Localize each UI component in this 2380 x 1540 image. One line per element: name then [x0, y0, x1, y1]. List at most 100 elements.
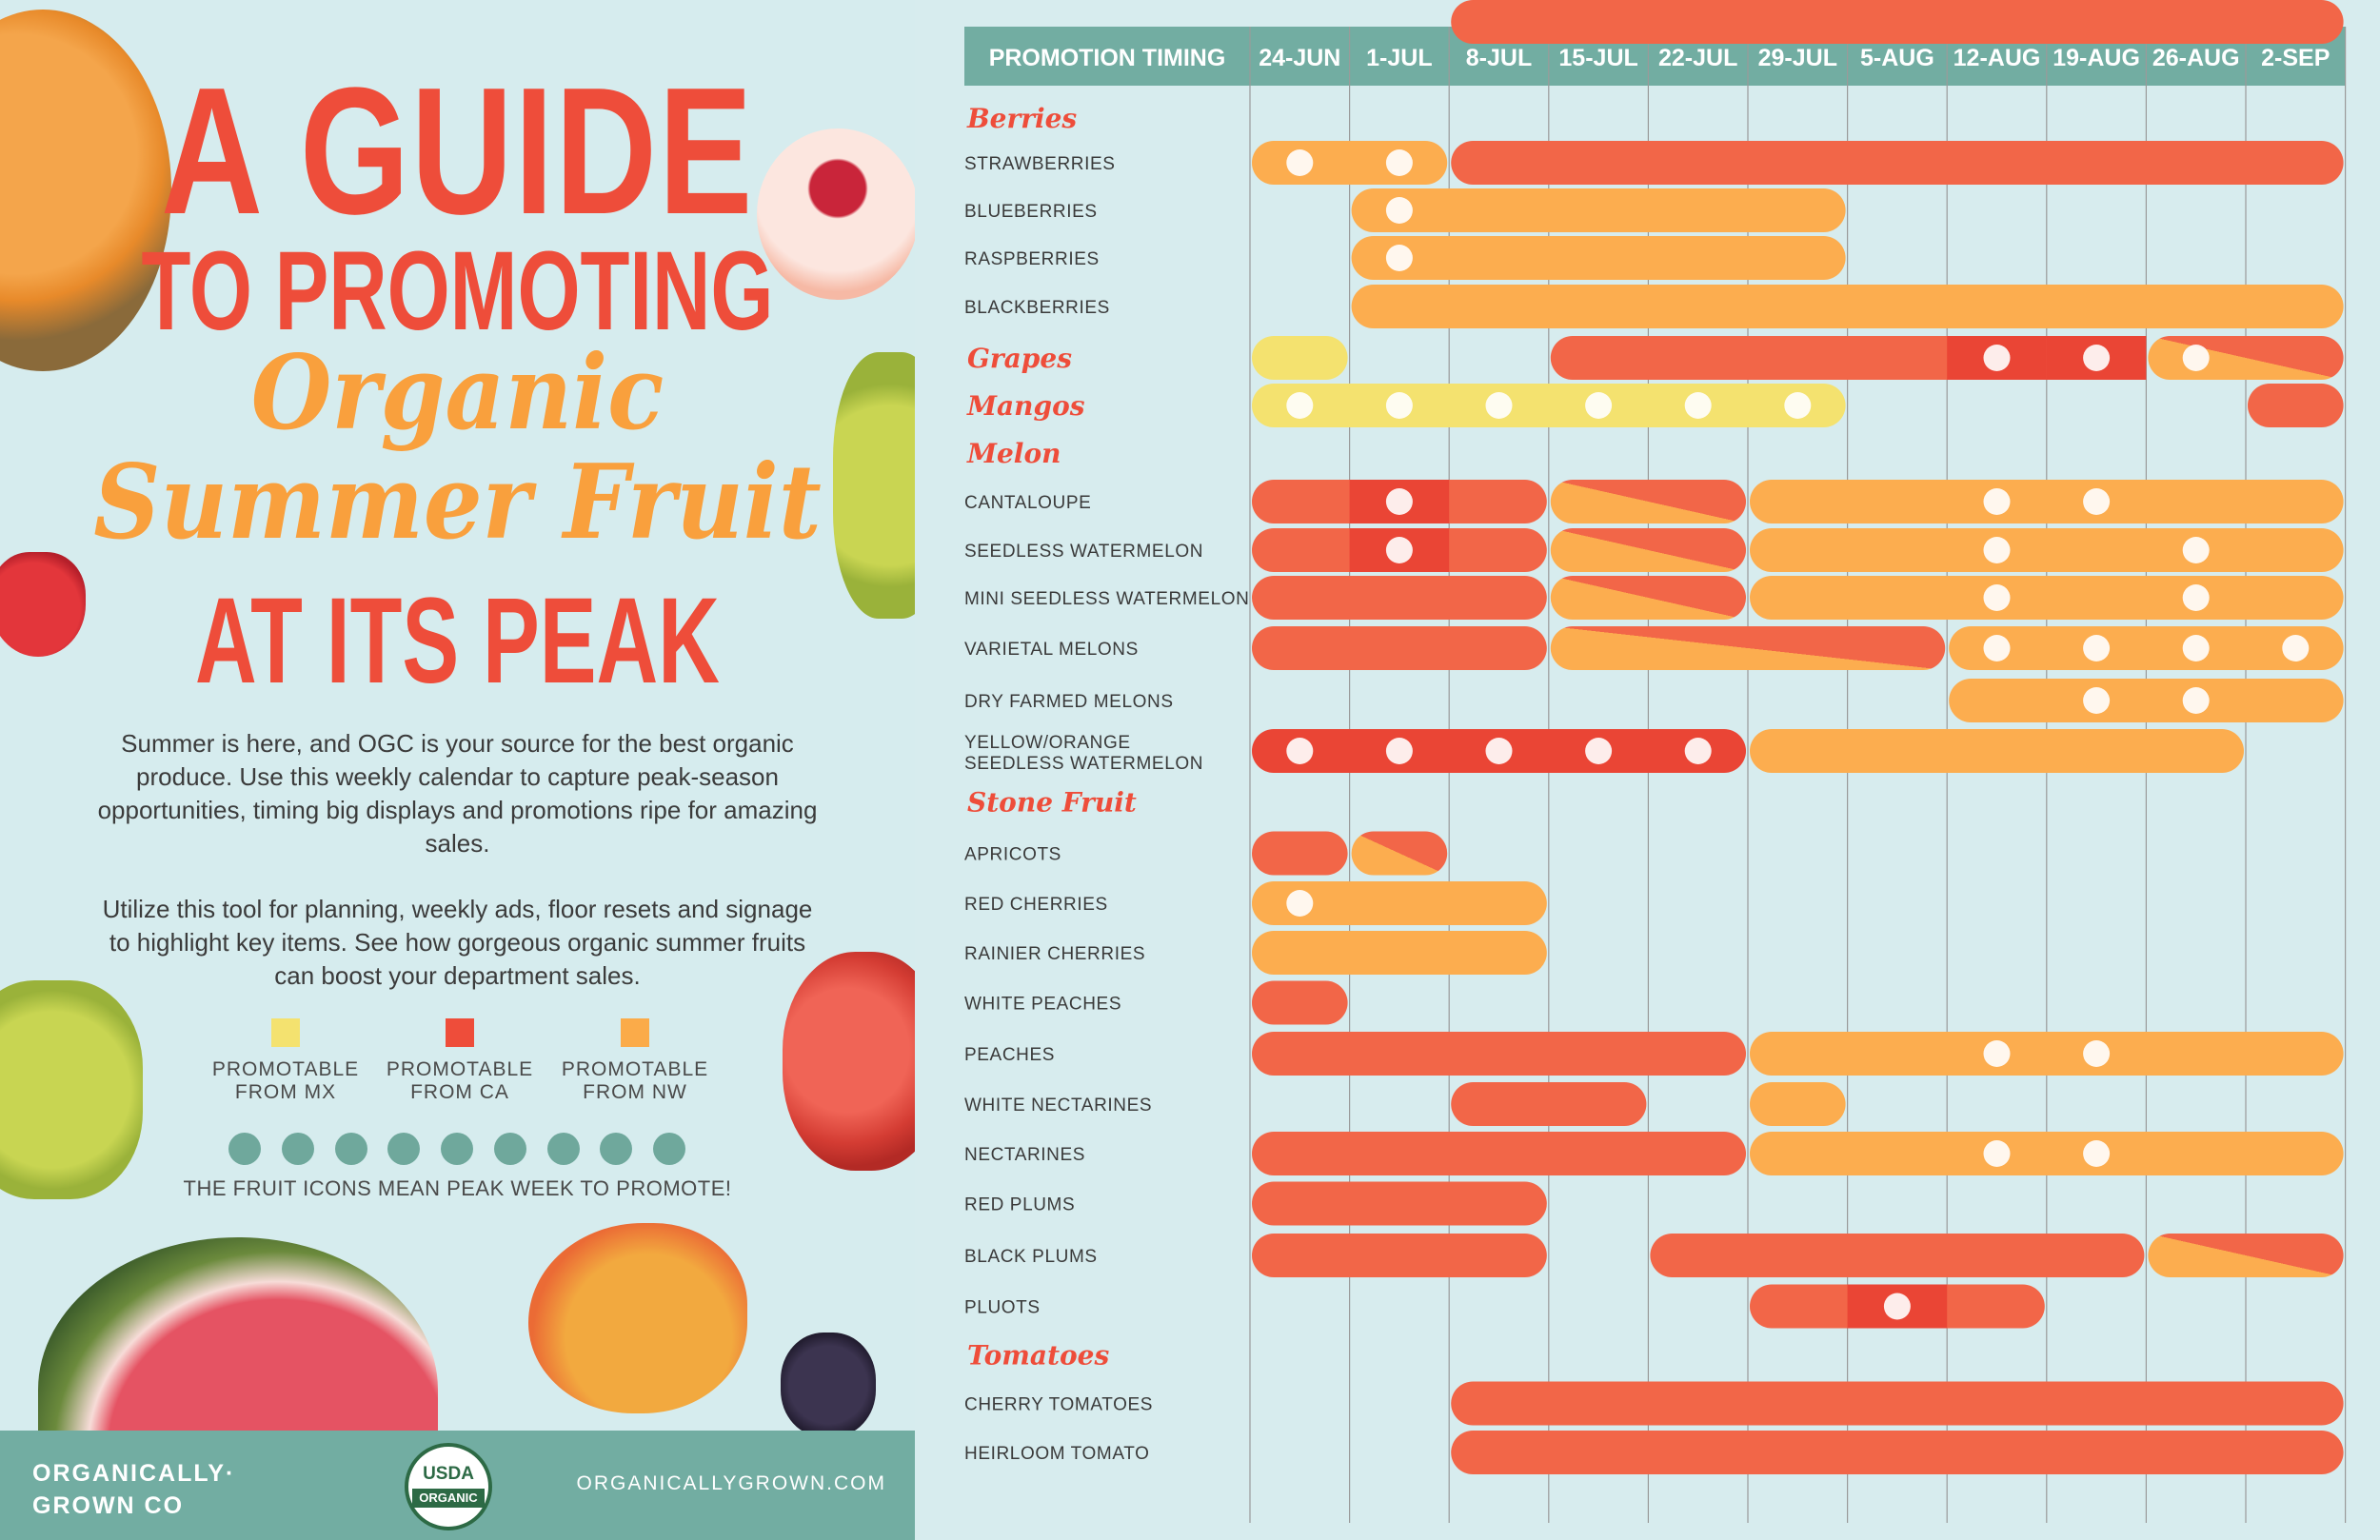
week-header-26-aug: 26-AUG: [2152, 45, 2240, 71]
promotion-bar: [1252, 980, 1348, 1025]
fruit-label: STRAWBERRIES: [964, 154, 1116, 174]
peak-fruit-icon: [1286, 149, 1314, 176]
promotion-bar: [1252, 1032, 1746, 1076]
category-label: Stone Fruit: [967, 787, 1137, 819]
legend-nw: PROMOTABLE FROM NW: [540, 1018, 730, 1104]
peak-fruit-icon: [1286, 890, 1314, 917]
promotion-bar: [1750, 1032, 2344, 1076]
promotion-bar: [1252, 141, 1448, 185]
brand-logo: ORGANICALLY· GROWN CO: [32, 1457, 235, 1522]
week-header-24-jun: 24-JUN: [1259, 45, 1340, 71]
peak-fruit-icon: [2083, 1140, 2111, 1167]
peak-fruit-icon: [2083, 635, 2111, 661]
fruit-label: PLUOTS: [964, 1298, 1041, 1318]
legend-swatch-ca: [446, 1018, 474, 1047]
promotion-bar: [2148, 1234, 2344, 1277]
peak-fruit-icon: [1983, 537, 2011, 563]
peak-fruit-icon: [1286, 392, 1314, 419]
week-header-5-aug: 5-AUG: [1860, 45, 1934, 71]
fruit-label: HEIRLOOM TOMATO: [964, 1444, 1149, 1464]
peak-fruit-icon: [1585, 392, 1613, 419]
peak-fruit-icon: [2083, 687, 2111, 714]
promotion-bar: [1550, 480, 1746, 523]
legend-label-nw: PROMOTABLE FROM NW: [561, 1058, 709, 1103]
peak-fruit-icon: [1784, 392, 1812, 419]
website-link[interactable]: ORGANICALLYGROWN.COM: [576, 1472, 886, 1494]
peak-fruit-icon: [1385, 245, 1413, 271]
title-line-1: A GUIDE: [161, 50, 754, 252]
promotion-bar: [1451, 1431, 2344, 1474]
grapes-illustration: [0, 980, 143, 1199]
peak-fruit-icon: [1585, 738, 1613, 764]
fruit-label: WHITE NECTARINES: [964, 1096, 1152, 1116]
legend-label-mx: PROMOTABLE FROM MX: [211, 1058, 360, 1103]
fruit-label: BLACKBERRIES: [964, 298, 1110, 318]
cherry-icon: [441, 1133, 473, 1165]
peach-half-illustration: [757, 128, 915, 300]
mango-icon: [653, 1133, 685, 1165]
fruit-label: PEACHES: [964, 1045, 1055, 1065]
peak-fruit-icon: [1983, 1140, 2011, 1167]
promotion-bar: [1252, 881, 1547, 925]
intro-paragraph: Summer is here, and OGC is your source f…: [97, 729, 818, 858]
promotion-bar: [1252, 831, 1348, 876]
peak-fruit-icon: [2282, 635, 2310, 661]
category-label: Melon: [966, 438, 1061, 469]
promotion-bar: [2248, 384, 2344, 427]
peak-fruit-icon: [1385, 392, 1413, 419]
promotion-bar: [1550, 528, 1746, 572]
left-panel: A GUIDE TO PROMOTING Organic Summer Frui…: [0, 0, 915, 1540]
promotion-bar: [1750, 576, 2344, 620]
peak-fruit-icon: [2182, 345, 2210, 371]
fruit-label: BLACK PLUMS: [964, 1247, 1098, 1267]
brand-line-1: ORGANICALLY·: [32, 1460, 236, 1487]
legend-mx: PROMOTABLE FROM MX: [190, 1018, 381, 1104]
peak-fruit-icon: [1684, 738, 1712, 764]
fruit-label: SEEDLESS WATERMELON: [964, 542, 1203, 562]
promotion-bar: [1252, 1234, 1547, 1277]
promotion-bar: [1351, 285, 2344, 328]
legend-label-ca: PROMOTABLE FROM CA: [386, 1058, 534, 1103]
strawberry-illustration: [0, 552, 86, 657]
week-header-8-jul: 8-JUL: [1466, 45, 1532, 71]
fruit-label: DRY FARMED MELONS: [964, 692, 1174, 712]
promotion-bar: [1550, 626, 1946, 670]
promotion-timing-chart: PROMOTION TIMING 24-JUN 1-JUL 8-JUL 15-JUL 22…: [964, 0, 2347, 1523]
promotion-bar: [1252, 1132, 1746, 1175]
fruit-label: NECTARINES: [964, 1145, 1085, 1165]
title-line-4: Summer Fruit: [93, 443, 822, 563]
grapes-illustration: [833, 352, 915, 619]
title-line-3: Organic: [250, 333, 664, 453]
fruit-label: BEEFSTEAK TOMATO: [964, 0, 1160, 5]
promotion-bar: [1750, 480, 2344, 523]
peak-fruit-icon: [1385, 197, 1413, 224]
promotion-bar: [1451, 141, 2344, 185]
fruit-label: RAINIER CHERRIES: [964, 944, 1145, 964]
week-header-19-aug: 19-AUG: [2053, 45, 2140, 71]
promotion-bar: [1252, 576, 1547, 620]
fruit-label: VARIETAL MELONS: [964, 640, 1139, 660]
title-line-2: TO PROMOTING: [141, 228, 774, 354]
blackberry-illustration: [781, 1333, 876, 1437]
peak-fruit-icon: [1983, 584, 2011, 611]
promotion-bar: [1252, 1181, 1547, 1226]
promotion-bar: [1351, 188, 1846, 232]
peak-fruit-icon: [2083, 345, 2111, 371]
peak-fruit-icon: [2083, 1040, 2111, 1067]
promotion-bar: [1750, 1132, 2344, 1175]
fruit-label: RASPBERRIES: [964, 249, 1100, 269]
blueberry-icon: [228, 1133, 261, 1165]
peak-fruit-icon: [2182, 584, 2210, 611]
peak-fruit-icon: [1385, 149, 1413, 176]
legend-swatch-nw: [621, 1018, 649, 1047]
peak-fruit-icon: [1983, 488, 2011, 515]
organic-text: ORGANIC: [412, 1489, 485, 1508]
promotion-bar: [1750, 1082, 1846, 1126]
promotion-bar: [2148, 336, 2344, 380]
header-promotion-timing: PROMOTION TIMING: [989, 45, 1226, 71]
legend-swatch-mx: [271, 1018, 300, 1047]
usda-organic-seal: USDA ORGANIC: [405, 1443, 492, 1530]
fruit-label: RED CHERRIES: [964, 895, 1108, 915]
legend-ca: PROMOTABLE FROM CA: [365, 1018, 555, 1104]
fruit-label: APRICOTS: [964, 845, 1061, 865]
